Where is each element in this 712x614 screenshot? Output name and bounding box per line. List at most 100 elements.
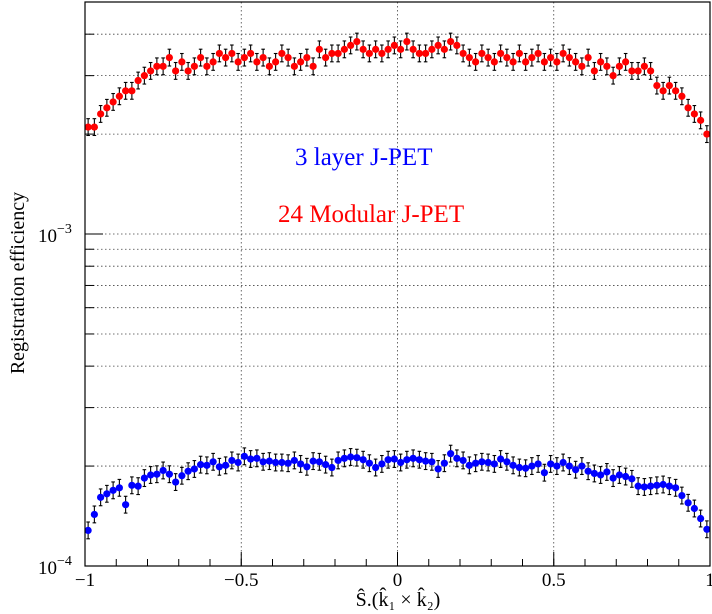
y-tick-label: 10−4 <box>38 554 72 579</box>
data-point <box>653 481 661 489</box>
data-point <box>609 72 617 80</box>
data-point <box>572 466 580 474</box>
x-tick-label: −1 <box>75 570 95 591</box>
data-point <box>359 45 367 53</box>
data-point <box>103 490 111 498</box>
data-point <box>528 462 536 470</box>
data-point <box>553 58 561 66</box>
data-point <box>109 98 117 106</box>
data-point <box>159 466 167 475</box>
data-point <box>465 54 473 62</box>
data-point <box>240 54 248 62</box>
data-point <box>322 461 330 469</box>
axis-ticks <box>84 1 711 567</box>
data-point <box>153 62 161 70</box>
data-point <box>322 54 330 62</box>
data-point <box>590 469 598 478</box>
data-point <box>447 450 455 458</box>
data-point <box>134 482 142 490</box>
data-point <box>272 458 280 467</box>
data-point <box>590 67 598 75</box>
data-point <box>559 49 567 58</box>
data-point <box>628 475 636 483</box>
data-point <box>672 87 680 95</box>
data-point <box>653 81 661 90</box>
data-point <box>365 49 373 58</box>
data-point <box>603 62 611 70</box>
data-point <box>484 54 492 62</box>
data-point <box>628 67 636 75</box>
data-point <box>509 58 517 66</box>
data-point <box>459 456 467 465</box>
data-point <box>165 470 173 478</box>
data-point <box>434 41 442 50</box>
grid-lines <box>85 2 710 566</box>
data-point <box>390 455 398 463</box>
data-point <box>165 54 173 62</box>
data-point <box>128 87 136 95</box>
x-tick-label: 1 <box>705 570 712 591</box>
data-point <box>340 45 348 53</box>
data-point <box>440 459 448 467</box>
data-point <box>403 37 411 46</box>
x-tick-labels: −1 −0.5 0 0.5 1 <box>75 570 712 591</box>
data-point <box>547 54 555 62</box>
data-point <box>140 72 148 80</box>
data-point <box>140 474 148 482</box>
data-point <box>365 459 373 467</box>
data-point <box>378 460 386 468</box>
data-point <box>115 92 123 100</box>
data-point <box>328 49 336 58</box>
data-point <box>203 461 211 469</box>
x-axis-title: Ŝ.(k̂₁ × k̂₂) <box>356 586 441 611</box>
data-point <box>428 458 436 466</box>
data-point <box>197 461 205 469</box>
data-point <box>697 116 705 124</box>
data-point <box>584 54 592 62</box>
data-point <box>290 62 298 70</box>
data-point <box>290 456 298 465</box>
data-point <box>559 458 567 467</box>
data-point <box>547 460 555 468</box>
data-point <box>659 87 667 95</box>
data-point <box>672 484 680 492</box>
data-point <box>228 49 236 58</box>
data-point <box>472 58 480 66</box>
data-point <box>184 467 192 475</box>
data-point <box>172 478 180 486</box>
data-point <box>697 514 705 523</box>
data-point <box>97 110 105 118</box>
data-point <box>678 92 686 100</box>
annotation-3layer: 3 layer J-PET <box>295 144 432 171</box>
data-point <box>503 54 511 62</box>
data-point <box>109 486 117 494</box>
data-point <box>90 123 98 131</box>
data-point <box>440 45 448 53</box>
data-point <box>153 470 161 478</box>
data-point <box>122 501 130 509</box>
data-point <box>703 130 711 138</box>
data-point <box>178 58 186 66</box>
data-point <box>309 62 317 70</box>
data-point <box>690 504 698 513</box>
data-point <box>634 67 642 75</box>
data-point <box>384 45 392 53</box>
data-point <box>103 104 111 112</box>
data-point <box>390 41 398 50</box>
data-point <box>215 49 223 58</box>
data-point <box>540 469 548 477</box>
data-point <box>497 49 505 58</box>
data-point <box>209 458 217 466</box>
data-point <box>178 472 186 480</box>
data-point <box>565 462 573 470</box>
data-point <box>297 58 305 66</box>
x-tick-label: −0.5 <box>224 570 258 591</box>
data-point <box>565 54 573 62</box>
data-point <box>534 49 542 58</box>
data-point <box>184 67 192 75</box>
data-point <box>578 62 586 70</box>
data-point <box>515 49 523 58</box>
data-point <box>159 62 167 70</box>
data-point <box>259 458 267 466</box>
